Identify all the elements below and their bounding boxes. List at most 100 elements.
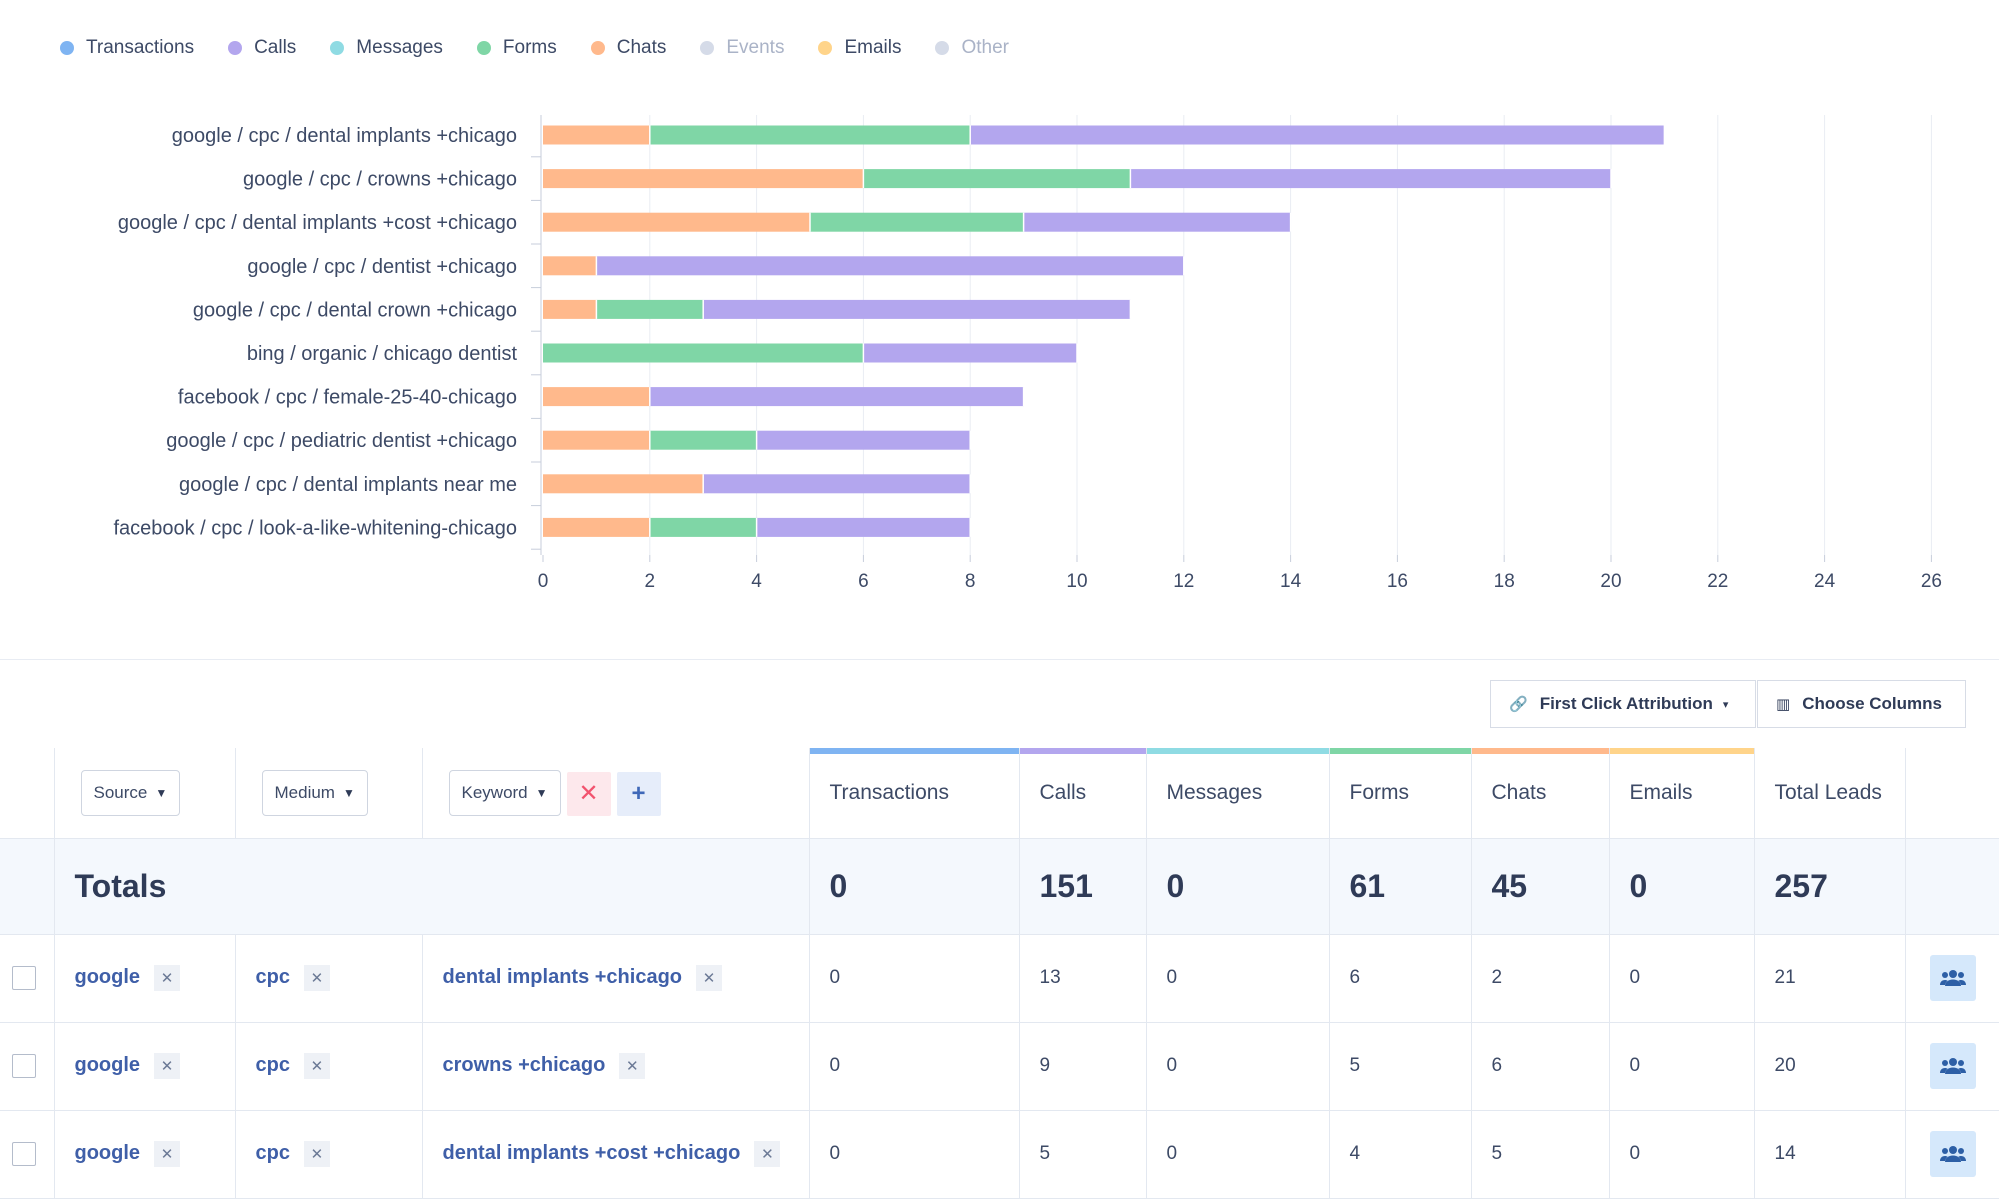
attribution-dropdown[interactable]: 🔗 First Click Attribution ▾ — [1490, 680, 1756, 728]
row-medium-link[interactable]: cpc — [255, 1054, 290, 1077]
medium-select[interactable]: Medium ▼ — [261, 769, 368, 816]
bar-chats — [543, 125, 650, 145]
keyword-select[interactable]: Keyword ▼ — [448, 769, 561, 816]
row-calls: 13 — [1018, 934, 1146, 1023]
view-leads-button[interactable] — [1929, 1043, 1976, 1089]
legend-dot-icon — [700, 41, 715, 55]
bar-forms — [649, 430, 757, 450]
row-medium-cell: cpc ✕ — [234, 934, 422, 1023]
source-select[interactable]: Source ▼ — [80, 769, 181, 816]
row-keyword-cell: dental implants +cost +chicago ✕ — [421, 1110, 809, 1199]
chart-divider — [0, 659, 1999, 660]
row-transactions: 0 — [808, 1022, 1019, 1111]
row-source-link[interactable]: google — [74, 1142, 141, 1165]
bar-chats — [543, 256, 597, 276]
attribution-label: First Click Attribution — [1539, 694, 1713, 713]
legend-item-other[interactable]: Other — [935, 37, 1009, 59]
remove-filter-icon[interactable]: ✕ — [154, 965, 181, 991]
x-tick-label: 24 — [1814, 571, 1836, 592]
col-messages[interactable]: Messages — [1145, 748, 1329, 838]
row-checkbox[interactable] — [12, 1054, 36, 1078]
view-leads-button[interactable] — [1929, 955, 1976, 1001]
totals-calls: 151 — [1018, 837, 1146, 935]
legend-item-events[interactable]: Events — [700, 37, 784, 59]
x-tick-label: 14 — [1280, 571, 1302, 592]
col-color-bar — [1146, 748, 1329, 754]
col-transactions[interactable]: Transactions — [808, 748, 1019, 838]
category-label: google / cpc / crowns +chicago — [243, 169, 517, 191]
row-total: 20 — [1753, 1022, 1905, 1111]
medium-select-label: Medium — [274, 782, 335, 802]
row-medium-cell: cpc ✕ — [234, 1022, 422, 1111]
legend-item-transactions[interactable]: Transactions — [60, 37, 194, 59]
col-label: Calls — [1039, 780, 1087, 804]
category-label: facebook / cpc / look-a-like-whitening-c… — [113, 517, 517, 539]
row-keyword-link[interactable]: dental implants +cost +chicago — [442, 1142, 741, 1165]
keyword-header: Keyword ▼ ✕ + — [421, 748, 809, 838]
row-calls: 9 — [1018, 1022, 1146, 1111]
bar-calls — [970, 125, 1665, 145]
legend-item-calls[interactable]: Calls — [228, 37, 296, 59]
totals-transactions: 0 — [808, 837, 1019, 935]
actions-header — [1904, 748, 1999, 838]
users-icon — [1939, 1146, 1966, 1162]
x-tick-label: 16 — [1387, 571, 1408, 592]
remove-dimension-button[interactable]: ✕ — [566, 771, 611, 816]
legend-item-emails[interactable]: Emails — [818, 37, 901, 59]
remove-filter-icon[interactable]: ✕ — [619, 1053, 646, 1079]
x-tick-label: 2 — [645, 571, 656, 592]
remove-filter-icon[interactable]: ✕ — [154, 1141, 181, 1167]
bar-calls — [756, 517, 971, 537]
remove-filter-icon[interactable]: ✕ — [303, 1141, 330, 1167]
row-checkbox[interactable] — [12, 966, 36, 990]
col-total-leads[interactable]: Total Leads — [1753, 748, 1905, 838]
row-actions-cell — [1904, 1110, 1999, 1199]
bar-calls — [596, 256, 1184, 276]
legend-dot-icon — [228, 41, 243, 55]
row-keyword-link[interactable]: crowns +chicago — [442, 1054, 606, 1077]
legend-dot-icon — [935, 41, 950, 55]
col-label: Transactions — [829, 780, 949, 804]
remove-filter-icon[interactable]: ✕ — [303, 1053, 330, 1079]
choose-columns-button[interactable]: ▥ Choose Columns — [1757, 680, 1966, 728]
totals-label: Totals — [53, 837, 809, 935]
view-leads-button[interactable] — [1929, 1131, 1976, 1177]
row-forms: 5 — [1328, 1022, 1471, 1111]
bar-chats — [543, 169, 864, 189]
row-total: 21 — [1753, 934, 1905, 1023]
row-checkbox[interactable] — [12, 1142, 36, 1166]
x-tick-label: 4 — [751, 571, 762, 592]
x-tick-label: 10 — [1066, 571, 1087, 592]
row-medium-link[interactable]: cpc — [255, 966, 290, 989]
bar-forms — [810, 212, 1024, 232]
col-label: Emails — [1629, 780, 1693, 804]
bar-chats — [543, 299, 597, 319]
legend-item-messages[interactable]: Messages — [330, 37, 443, 59]
remove-filter-icon[interactable]: ✕ — [754, 1141, 781, 1167]
row-keyword-link[interactable]: dental implants +chicago — [442, 966, 683, 989]
col-forms[interactable]: Forms — [1328, 748, 1471, 838]
remove-filter-icon[interactable]: ✕ — [696, 965, 723, 991]
x-tick-label: 26 — [1921, 571, 1942, 592]
bar-chats — [543, 517, 650, 537]
remove-filter-icon[interactable]: ✕ — [303, 965, 330, 991]
col-chats[interactable]: Chats — [1470, 748, 1609, 838]
row-source-cell: google ✕ — [53, 934, 235, 1023]
col-calls[interactable]: Calls — [1018, 748, 1146, 838]
row-source-link[interactable]: google — [74, 1054, 141, 1077]
col-color-bar — [1019, 748, 1146, 754]
legend-label: Transactions — [86, 37, 195, 58]
legend-item-forms[interactable]: Forms — [476, 37, 557, 59]
legend-item-chats[interactable]: Chats — [590, 37, 666, 59]
row-actions-cell — [1904, 1022, 1999, 1111]
medium-header: Medium ▼ — [234, 748, 422, 838]
remove-filter-icon[interactable]: ✕ — [154, 1053, 181, 1079]
col-emails[interactable]: Emails — [1608, 748, 1754, 838]
legend-label: Emails — [844, 37, 902, 58]
row-medium-link[interactable]: cpc — [255, 1142, 290, 1165]
legend-label: Other — [961, 37, 1010, 58]
row-source-link[interactable]: google — [74, 966, 141, 989]
legend-dot-icon — [476, 41, 491, 55]
add-dimension-button[interactable]: + — [616, 771, 661, 816]
